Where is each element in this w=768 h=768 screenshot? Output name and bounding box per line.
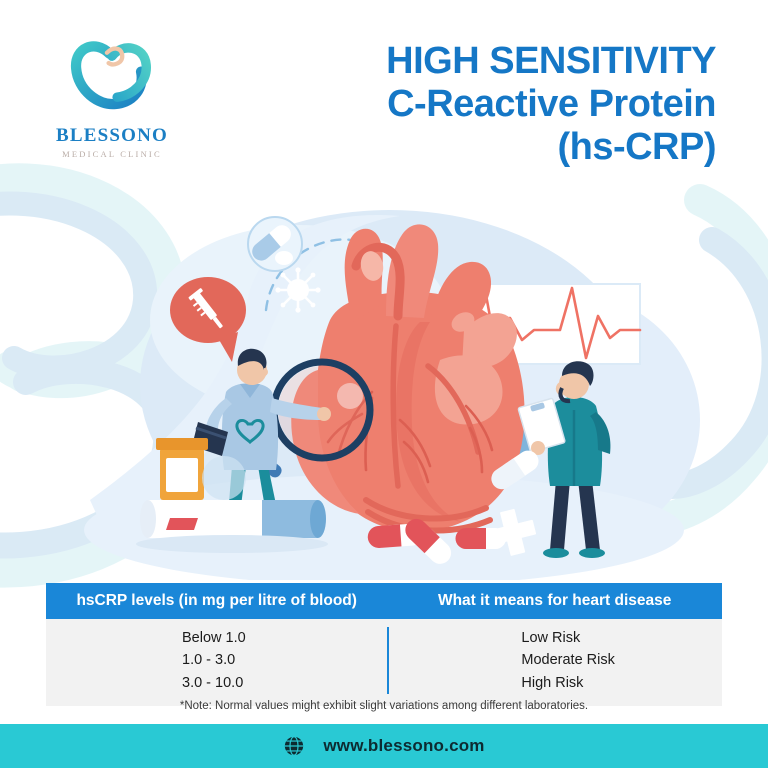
website-url[interactable]: www.blessono.com <box>323 736 485 755</box>
book-icon <box>136 500 328 553</box>
anatomical-heart-icon <box>291 224 525 534</box>
levels-column: Below 1.0 1.0 - 3.0 3.0 - 10.0 <box>46 627 387 694</box>
table-cell-level: Below 1.0 <box>182 630 246 646</box>
brand-tagline: MEDICAL CLINIC <box>62 149 162 159</box>
column-header-meaning: What it means for heart disease <box>437 592 672 609</box>
speech-bubble-syringe <box>170 277 246 362</box>
table-cell-level: 1.0 - 3.0 <box>182 652 236 669</box>
page-title: HIGH SENSITIVITY C-Reactive Protein (hs-… <box>296 40 716 169</box>
doctor-right-figure <box>517 361 611 558</box>
blessono-loop-logo-icon <box>71 41 151 110</box>
meaning-column: Low Risk Moderate Risk High Risk <box>387 627 722 695</box>
table-cell-meaning: Moderate Risk <box>521 652 615 669</box>
footer-bar: www.blessono.com <box>0 724 768 768</box>
brand-name: BLESSONO <box>55 125 169 146</box>
brand-logo: BLESSONO MEDICAL CLINIC <box>42 34 182 159</box>
table-cell-meaning: Low Risk <box>521 630 581 646</box>
pill-tablet-icon <box>247 216 303 272</box>
table-cell-meaning: High Risk <box>521 674 584 691</box>
clipboard-icon <box>517 397 566 453</box>
title-line-3: (hs-CRP) <box>557 125 716 168</box>
table-cell-level: 3.0 - 10.0 <box>182 674 244 691</box>
title-line-2: C-Reactive Protein <box>387 82 716 125</box>
title-line-1: HIGH SENSITIVITY <box>386 40 716 82</box>
syringe-icon <box>188 288 223 329</box>
column-header-levels: hsCRP levels (in mg per litre of blood) <box>76 592 357 609</box>
footnote: *Note: Normal values might exhibit sligh… <box>179 700 589 712</box>
heart-illustration <box>84 210 700 580</box>
pill-bottle-icon <box>156 438 246 500</box>
table-header-row: hsCRP levels (in mg per litre of blood) … <box>46 583 722 619</box>
table-body: Below 1.0 1.0 - 3.0 3.0 - 10.0 Low Risk … <box>46 619 722 707</box>
hscrp-table: hsCRP levels (in mg per litre of blood) … <box>46 583 722 707</box>
capsule-icon <box>367 450 539 564</box>
globe-icon <box>285 736 304 756</box>
virus-icon <box>275 267 321 313</box>
